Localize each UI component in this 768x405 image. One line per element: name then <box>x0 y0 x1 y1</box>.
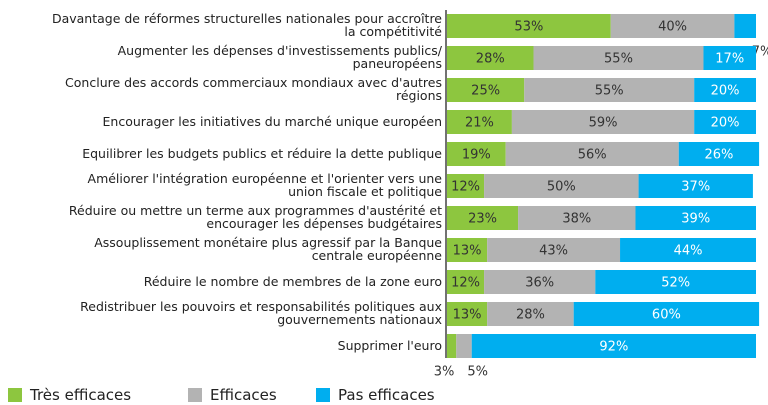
bar-segment <box>447 270 485 294</box>
bar-segment <box>447 78 525 102</box>
value-label: 12% <box>451 276 480 291</box>
bar-segment <box>487 238 621 262</box>
bar-segment <box>447 110 512 134</box>
value-label: 17% <box>715 52 744 67</box>
legend-swatch <box>8 388 22 402</box>
bar-segment <box>447 46 534 70</box>
bar-segment <box>511 110 695 134</box>
value-label: 23% <box>468 212 497 227</box>
value-label: 28% <box>476 52 505 67</box>
value-label: 55% <box>604 52 633 67</box>
value-label: 25% <box>471 84 500 99</box>
bar-segment <box>694 110 756 134</box>
bar-segment <box>610 14 735 38</box>
value-label: 40% <box>658 20 687 35</box>
value-label: 56% <box>578 148 607 163</box>
category-label: Supprimer l'euro <box>337 337 442 353</box>
category-label: Augmenter les dépenses d'investissements… <box>117 43 442 71</box>
value-label: 20% <box>711 84 740 99</box>
bar-segment <box>524 78 695 102</box>
bar-segment <box>456 334 472 358</box>
category-label: Améliorer l'intégration européenne et l'… <box>87 171 442 199</box>
bar-segment <box>573 302 760 326</box>
category-label: Equilibrer les budgets publics et réduir… <box>82 145 442 161</box>
value-label: 13% <box>453 308 482 323</box>
value-label: 26% <box>704 148 733 163</box>
legend-label: Très efficaces <box>30 386 132 404</box>
value-label: 92% <box>599 340 628 355</box>
value-label: 13% <box>453 244 482 259</box>
bar-segment <box>518 206 636 230</box>
value-label: 50% <box>547 180 576 195</box>
bar-segment <box>595 270 756 294</box>
bar-segment <box>678 142 760 166</box>
bar-segment <box>734 14 756 38</box>
bar-segment <box>447 238 488 262</box>
bar-segment <box>620 238 756 262</box>
bar-segment <box>447 174 485 198</box>
category-label: Assouplissement monétaire plus agressif … <box>94 235 442 263</box>
bar-segment <box>533 46 704 70</box>
legend-swatch <box>316 388 330 402</box>
legend-label: Efficaces <box>210 386 277 404</box>
bar-segment <box>447 206 519 230</box>
bar-segment <box>484 270 596 294</box>
value-label: 59% <box>589 116 618 131</box>
category-label: Conclure des accords commerciaux mondiau… <box>65 75 442 103</box>
value-label: 52% <box>661 276 690 291</box>
value-label: 44% <box>674 244 703 259</box>
value-label: 53% <box>514 20 543 35</box>
bar-segment <box>447 302 488 326</box>
bar-segment <box>505 142 679 166</box>
legend-swatch <box>188 388 202 402</box>
value-label: 43% <box>539 244 568 259</box>
value-label: 60% <box>652 308 681 323</box>
bar-segment <box>447 142 506 166</box>
value-label: 36% <box>525 276 554 291</box>
bar-segment <box>694 78 756 102</box>
bar-segment <box>484 174 639 198</box>
bar-segment <box>471 334 756 358</box>
bar-segment <box>447 14 611 38</box>
category-label: Réduire le nombre de membres de la zone … <box>143 273 442 289</box>
value-label: 39% <box>681 212 710 227</box>
value-label: 12% <box>451 180 480 195</box>
category-label: Réduire ou mettre un terme aux programme… <box>68 203 442 231</box>
value-label: 3% <box>434 365 455 380</box>
bar-segment <box>635 206 756 230</box>
bar-segment <box>447 334 457 358</box>
category-label: Davantage de réformes structurelles nati… <box>51 11 442 39</box>
value-label: 28% <box>516 308 545 323</box>
value-label: 21% <box>465 116 494 131</box>
value-label: 19% <box>462 148 491 163</box>
bar-segment <box>703 46 756 70</box>
value-label: 37% <box>681 180 710 195</box>
bar-segment <box>487 302 574 326</box>
value-label: 55% <box>595 84 624 99</box>
legend-label: Pas efficaces <box>338 386 435 404</box>
value-label: 38% <box>562 212 591 227</box>
value-label: 20% <box>711 116 740 131</box>
bar-segment <box>638 174 753 198</box>
category-label: Encourager les initiatives du marché uni… <box>102 113 443 129</box>
category-label: Redistribuer les pouvoirs et responsabil… <box>80 299 442 327</box>
value-label: 5% <box>467 365 488 380</box>
